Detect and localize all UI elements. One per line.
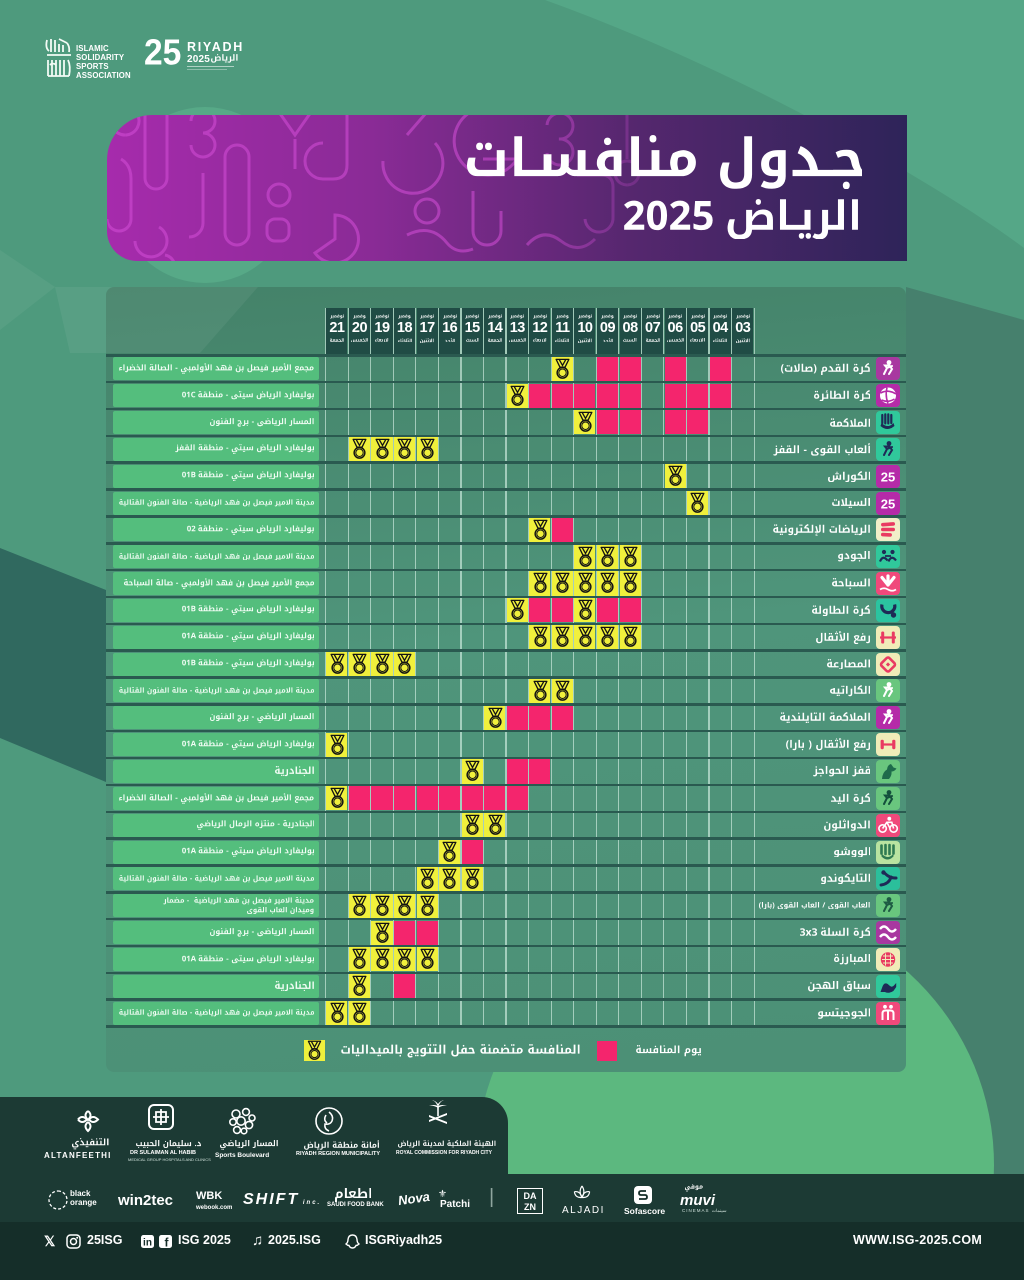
svg-text:25: 25 (881, 496, 895, 511)
svg-text:in: in (143, 1238, 152, 1249)
svg-text:25: 25 (881, 469, 895, 484)
svg-text:f: f (165, 1236, 170, 1250)
